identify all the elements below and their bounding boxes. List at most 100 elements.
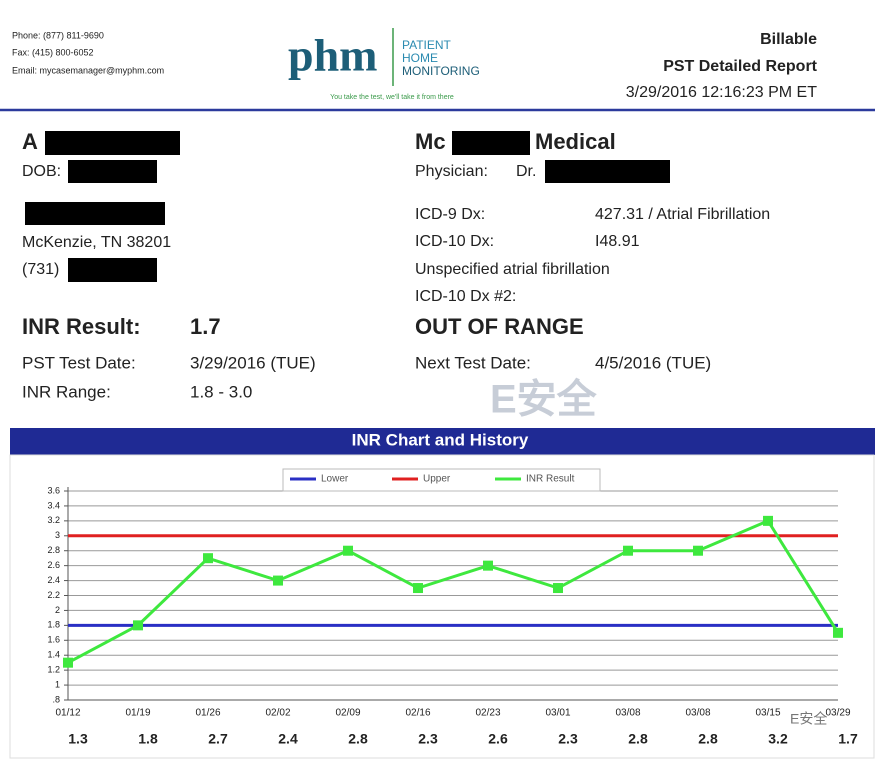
- dx2-label: ICD-10 Dx #2:: [415, 288, 516, 305]
- legend-label: Lower: [321, 474, 349, 485]
- x-tick-label: 03/01: [545, 708, 570, 719]
- contact-line: Email: mycasemanager@myphm.com: [12, 65, 164, 75]
- report-line: 3/29/2016 12:16:23 PM ET: [626, 84, 817, 101]
- legend-label: INR Result: [526, 474, 575, 485]
- contact-line: Fax: (415) 800-6052: [12, 47, 94, 57]
- next-date-label: Next Test Date:: [415, 353, 531, 372]
- x-tick-label: 01/19: [125, 708, 150, 719]
- redaction: [452, 131, 530, 155]
- dx-note: Unspecified atrial fibrillation: [415, 261, 610, 278]
- y-tick-label: 3: [55, 530, 60, 540]
- value-label: 2.6: [488, 731, 508, 747]
- report-line: Billable: [760, 31, 817, 48]
- data-point: [273, 575, 283, 586]
- x-tick-label: 01/26: [195, 708, 220, 719]
- chart-frame: [9, 454, 875, 759]
- value-label: 1.8: [138, 731, 158, 747]
- value-label: 1.3: [68, 731, 88, 747]
- x-tick-label: 02/16: [405, 708, 430, 719]
- data-point: [413, 583, 423, 594]
- x-tick-label: 03/15: [755, 708, 780, 719]
- data-point: [203, 553, 213, 564]
- y-tick-label: 2: [55, 605, 60, 615]
- value-label: 2.3: [418, 731, 438, 747]
- physician: Dr.: [516, 163, 536, 180]
- dx-label: ICD-10 Dx:: [415, 233, 494, 250]
- x-tick-label: 03/29: [825, 708, 850, 719]
- physician-label: Physician:: [415, 163, 488, 180]
- contact-line: Phone: (877) 811-9690: [12, 30, 104, 40]
- y-tick-label: 2.2: [47, 590, 60, 600]
- logo-tagline: You take the test, we'll take it from th…: [330, 94, 454, 101]
- chart-title: INR Chart and History: [352, 430, 529, 449]
- chart-banner: [10, 428, 875, 455]
- data-point: [763, 515, 773, 526]
- test-date: 3/29/2016 (TUE): [190, 353, 316, 372]
- provider-name: Medical: [535, 129, 616, 154]
- value-label: 1.7: [838, 731, 858, 747]
- provider-name: Mc: [415, 129, 446, 154]
- range: 1.8 - 3.0: [190, 382, 252, 401]
- value-label: 2.8: [628, 731, 648, 747]
- logo-mark: phm: [288, 30, 377, 81]
- value-label: 2.8: [698, 731, 718, 747]
- y-tick-label: 1.2: [47, 665, 60, 675]
- next-date: 4/5/2016 (TUE): [595, 353, 711, 372]
- data-point: [623, 545, 633, 556]
- redaction: [68, 160, 157, 183]
- inr-label: INR Result:: [22, 314, 141, 339]
- value-label: 2.8: [348, 731, 368, 747]
- report-line: PST Detailed Report: [663, 58, 817, 75]
- patient-name: A: [22, 129, 38, 154]
- dob-label: DOB:: [22, 163, 61, 180]
- watermark: E安全: [490, 377, 598, 422]
- value-label: 2.4: [278, 731, 298, 747]
- dx-value: 427.31 / Atrial Fibrillation: [595, 206, 770, 223]
- logo-name: MONITORING: [402, 64, 480, 78]
- x-tick-label: 03/08: [685, 708, 710, 719]
- redaction: [25, 202, 165, 225]
- data-point: [483, 560, 493, 571]
- redaction: [68, 258, 157, 282]
- y-tick-label: .8: [52, 694, 60, 704]
- data-point: [693, 545, 703, 556]
- y-tick-label: 2.8: [47, 545, 60, 555]
- value-label: 3.2: [768, 731, 788, 747]
- dx-value: I48.91: [595, 233, 640, 250]
- y-tick-label: 2.4: [47, 575, 60, 585]
- logo-name: HOME: [402, 51, 438, 65]
- test-date-label: PST Test Date:: [22, 353, 136, 372]
- x-tick-label: 02/23: [475, 708, 500, 719]
- redaction: [545, 160, 670, 183]
- range-label: INR Range:: [22, 382, 111, 401]
- y-tick-label: 3.6: [47, 485, 60, 495]
- patient-phone: (731): [22, 261, 59, 278]
- range-status: OUT OF RANGE: [415, 314, 584, 339]
- value-label: 2.3: [558, 731, 578, 747]
- data-point: [553, 583, 563, 594]
- redaction: [45, 131, 180, 155]
- data-point: [343, 545, 353, 556]
- y-tick-label: 1: [55, 679, 60, 689]
- data-point: [833, 627, 843, 638]
- x-tick-label: 03/08: [615, 708, 640, 719]
- legend-label: Upper: [423, 474, 451, 485]
- inr-value: 1.7: [190, 314, 221, 339]
- series-line: [67, 518, 840, 665]
- y-tick-label: 1.8: [47, 620, 60, 630]
- value-label: 2.7: [208, 731, 228, 747]
- data-point: [133, 620, 143, 631]
- y-tick-label: 3.4: [47, 500, 60, 510]
- x-tick-label: 01/12: [55, 708, 80, 719]
- y-tick-label: 1.4: [47, 650, 60, 660]
- y-tick-label: 1.6: [47, 635, 60, 645]
- dx-label: ICD-9 Dx:: [415, 206, 485, 223]
- y-tick-label: 3.2: [47, 515, 60, 525]
- patient-city: McKenzie, TN 38201: [22, 234, 171, 251]
- legend: [282, 468, 601, 492]
- x-tick-label: 02/02: [265, 708, 290, 719]
- x-tick-label: 02/09: [335, 708, 360, 719]
- y-tick-label: 2.6: [47, 560, 60, 570]
